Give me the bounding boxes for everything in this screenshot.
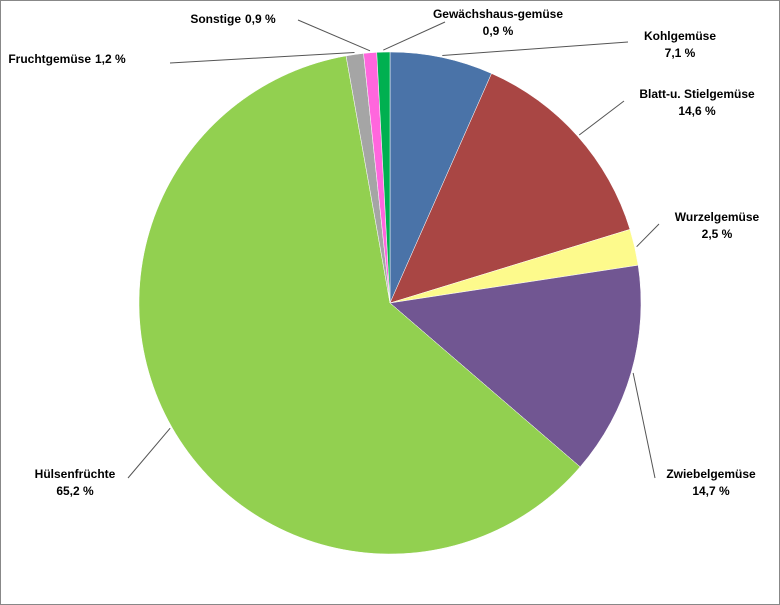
value-label: 7,1 % [665, 46, 696, 60]
leader-line [578, 100, 625, 136]
category-label: Hülsenfrüchte [35, 467, 116, 481]
category-label: Kohlgemüse [644, 29, 716, 43]
category-label: Blatt-u. Stielgemüse [639, 87, 755, 101]
leader-line [442, 41, 629, 56]
category-label: Zwiebelgemüse [666, 467, 756, 481]
leader-line [383, 21, 446, 51]
leader-line [127, 427, 171, 479]
category-label: Wurzelgemüse [675, 210, 760, 224]
value-label: 65,2 % [56, 484, 94, 498]
value-label: 14,7 % [692, 484, 730, 498]
pie-slice [138, 55, 581, 555]
value-label: 2,5 % [702, 227, 733, 241]
value-label: 1,2 % [95, 52, 126, 66]
pie-slice [376, 51, 391, 304]
leader-line [632, 372, 656, 479]
value-label: 0,9 % [245, 12, 276, 26]
pie-slice [389, 73, 631, 304]
leader-line [297, 19, 371, 52]
category-label: Gewächshaus-gemüse [433, 7, 563, 21]
category-label: Sonstige [190, 12, 241, 26]
category-label: Fruchtgemüse [8, 52, 91, 66]
value-label: 0,9 % [483, 24, 514, 38]
pie-slice [389, 264, 642, 468]
value-label: 14,6 % [678, 104, 716, 118]
leader-line [169, 52, 355, 64]
leader-line [636, 223, 660, 248]
